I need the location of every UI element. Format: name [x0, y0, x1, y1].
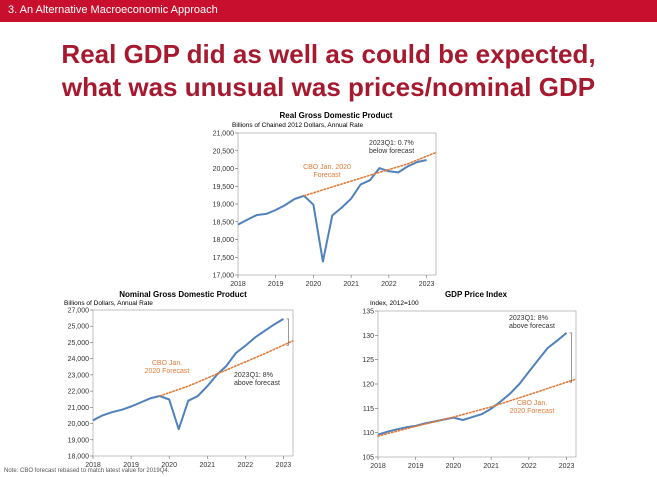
chart-price-x-tick-label: 2020 — [446, 463, 462, 470]
chart-real: Real Gross Domestic Product Billions of C… — [213, 111, 437, 288]
chart-price-y-tick-label: 105 — [362, 455, 374, 462]
chart-real-y-tick-label: 20,000 — [213, 166, 235, 173]
chart-nominal-y-tick-label: 25,000 — [68, 324, 90, 331]
section-label: 3. An Alternative Macroeconomic Approach — [8, 4, 218, 16]
slide-title-line-1: Real GDP did as well as could be expecte… — [61, 39, 596, 69]
chart-real-annotation-line-2: below forecast — [369, 148, 414, 155]
chart-nominal-annotation-line-2: above forecast — [234, 380, 280, 387]
slide-title: Real GDP did as well as could be expecte… — [0, 38, 657, 104]
chart-price-actual-line — [377, 332, 568, 436]
chart-nominal-x-tick-label: 2020 — [161, 462, 177, 469]
chart-nominal-actual-line — [92, 318, 285, 431]
chart-price-x-tick-label: 2022 — [521, 463, 537, 470]
chart-price-title: GDP Price Index — [445, 290, 508, 299]
chart-real-y-tick-label: 19,500 — [213, 184, 235, 191]
chart-real-annotation-line-1: 2023Q1: 0.7% — [369, 140, 414, 147]
chart-price-x-tick-label: 2018 — [370, 463, 386, 470]
chart-real-x-tick-label: 2020 — [306, 281, 322, 288]
chart-real-y-tick-label: 19,000 — [213, 202, 235, 209]
chart-nominal-y-tick-label: 18,000 — [68, 454, 90, 461]
chart-real-x-tick-label: 2018 — [230, 281, 246, 288]
chart-real-forecast-line — [303, 151, 437, 197]
chart-price-x-tick-label: 2019 — [408, 463, 424, 470]
chart-nominal-y-tick-label: 24,000 — [68, 356, 90, 363]
chart-real-y-tick-label: 20,500 — [213, 148, 235, 155]
chart-nominal-title: Nominal Gross Domestic Product — [119, 290, 247, 299]
chart-real-y-tick-label: 18,000 — [213, 237, 235, 244]
chart-price-forecast-label-line-2: 2020 Forecast — [510, 408, 555, 415]
chart-price-x-tick-label: 2021 — [483, 463, 499, 470]
chart-real-actual-line — [237, 159, 427, 263]
chart-nominal-y-tick-label: 22,000 — [68, 389, 90, 396]
chart-nominal-x-tick-label: 2019 — [123, 462, 139, 469]
chart-nominal-y-tick-label: 27,000 — [68, 308, 90, 315]
chart-nominal-forecast-label-line-1: CBO Jan. — [152, 360, 182, 367]
chart-price-annotation-line-1: 2023Q1: 8% — [509, 315, 548, 322]
chart-nominal-y-tick-label: 19,000 — [68, 437, 90, 444]
chart-real-title: Real Gross Domestic Product — [280, 111, 393, 120]
chart-nominal-y-tick-label: 21,000 — [68, 405, 90, 412]
chart-real-y-tick-label: 21,000 — [213, 131, 235, 138]
chart-real-x-tick-label: 2021 — [343, 281, 359, 288]
chart-real-forecast-label-line-1: CBO Jan. 2020 — [303, 164, 351, 171]
chart-price-y-tick-label: 130 — [362, 333, 374, 340]
chart-real-x-tick-label: 2023 — [419, 281, 435, 288]
chart-nominal-x-tick-label: 2018 — [85, 462, 101, 469]
chart-price-y-tick-label: 135 — [362, 309, 374, 316]
chart-price-forecast-label-line-1: CBO Jan. — [517, 400, 547, 407]
chart-price-y-tick-label: 110 — [363, 430, 374, 437]
chart-nominal-forecast-label-line-2: 2020 Forecast — [145, 368, 190, 375]
chart-price: GDP Price Index Index, 2012=100 105 110 115 1… — [362, 290, 577, 470]
chart-nominal-x-tick-label: 2023 — [276, 462, 292, 469]
chart-nominal-y-tick-label: 25,000 — [68, 340, 90, 347]
chart-price-forecast-line — [377, 378, 577, 437]
chart-nominal-y-tick-label: 23,000 — [68, 372, 90, 379]
section-header-bar: 3. An Alternative Macroeconomic Approach — [0, 0, 657, 22]
footnote: Note: CBO forecast rebased to match late… — [4, 468, 170, 474]
chart-price-x-tick-label: 2023 — [559, 463, 575, 470]
slide-title-line-2: what was unusual was prices/nominal GDP — [61, 72, 596, 102]
chart-nominal-gap-bracket — [286, 318, 289, 346]
chart-real-forecast-label-line-2: Forecast — [313, 172, 340, 179]
chart-nominal-annotation-line-1: 2023Q1: 8% — [234, 372, 273, 379]
chart-nominal-plot-frame — [92, 309, 294, 457]
chart-price-plot-frame — [377, 310, 577, 458]
chart-nominal-x-tick-label: 2022 — [238, 462, 254, 469]
chart-price-y-tick-label: 120 — [362, 382, 374, 389]
chart-price-y-tick-label: 125 — [362, 357, 374, 364]
chart-nominal-forecast-line — [158, 339, 294, 397]
chart-price-annotation-line-2: above forecast — [509, 323, 555, 330]
chart-real-x-tick-label: 2022 — [381, 281, 397, 288]
chart-real-y-tick-label: 17,000 — [213, 273, 235, 280]
chart-price-subtitle: Index, 2012=100 — [370, 300, 419, 307]
chart-nominal-subtitle: Billions of Dollars, Annual Rate — [64, 300, 153, 307]
chart-price-gap-bracket — [569, 332, 572, 383]
chart-real-x-tick-label: 2019 — [268, 281, 284, 288]
chart-real-subtitle: Billions of Chained 2012 Dollars, Annual… — [232, 122, 364, 129]
chart-nominal-y-tick-label: 20,000 — [68, 421, 90, 428]
chart-real-y-tick-label: 17,500 — [213, 255, 235, 262]
chart-real-y-tick-label: 18,500 — [213, 219, 235, 226]
chart-price-y-tick-label: 115 — [363, 406, 374, 413]
chart-nominal-x-tick-label: 2021 — [199, 462, 215, 469]
